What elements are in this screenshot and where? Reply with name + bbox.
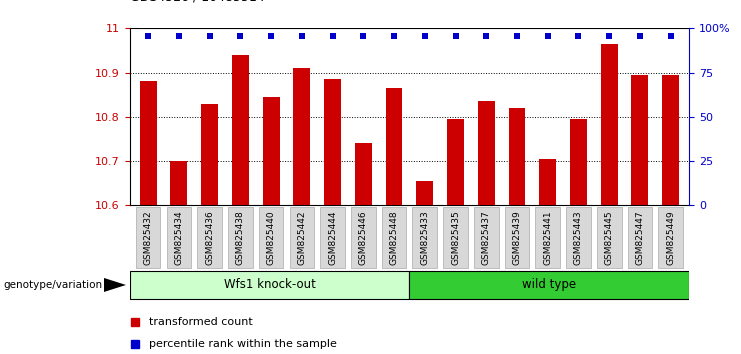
- Bar: [539, 159, 556, 205]
- Text: percentile rank within the sample: percentile rank within the sample: [149, 339, 337, 349]
- Bar: [324, 79, 341, 205]
- Text: GSM825434: GSM825434: [174, 210, 183, 265]
- Text: GSM825433: GSM825433: [420, 210, 429, 265]
- Text: GSM825443: GSM825443: [574, 210, 583, 265]
- FancyBboxPatch shape: [566, 207, 591, 268]
- FancyBboxPatch shape: [228, 207, 253, 268]
- FancyBboxPatch shape: [659, 207, 683, 268]
- Text: wild type: wild type: [522, 279, 576, 291]
- Text: GSM825438: GSM825438: [236, 210, 245, 265]
- FancyBboxPatch shape: [628, 207, 652, 268]
- FancyBboxPatch shape: [167, 207, 191, 268]
- Bar: [139, 81, 156, 205]
- Text: GSM825445: GSM825445: [605, 210, 614, 265]
- Bar: [262, 97, 279, 205]
- FancyBboxPatch shape: [290, 207, 314, 268]
- FancyBboxPatch shape: [136, 207, 160, 268]
- FancyBboxPatch shape: [413, 207, 437, 268]
- Text: GSM825442: GSM825442: [297, 210, 306, 265]
- Text: GSM825432: GSM825432: [144, 210, 153, 265]
- FancyBboxPatch shape: [320, 207, 345, 268]
- FancyBboxPatch shape: [443, 207, 468, 268]
- Bar: [478, 101, 495, 205]
- Text: genotype/variation: genotype/variation: [4, 280, 103, 290]
- Text: GSM825435: GSM825435: [451, 210, 460, 265]
- Bar: [601, 44, 618, 205]
- Text: GSM825449: GSM825449: [666, 210, 675, 265]
- Text: Wfs1 knock-out: Wfs1 knock-out: [224, 279, 316, 291]
- Text: GDS4526 / 10485514: GDS4526 / 10485514: [130, 0, 265, 4]
- Bar: [293, 68, 310, 205]
- FancyBboxPatch shape: [505, 207, 529, 268]
- FancyBboxPatch shape: [409, 271, 689, 299]
- Text: GSM825436: GSM825436: [205, 210, 214, 265]
- Bar: [570, 119, 587, 205]
- Bar: [416, 181, 433, 205]
- Bar: [201, 103, 218, 205]
- Polygon shape: [104, 278, 126, 292]
- Text: GSM825447: GSM825447: [636, 210, 645, 265]
- Bar: [170, 161, 187, 205]
- Bar: [232, 55, 249, 205]
- FancyBboxPatch shape: [259, 207, 283, 268]
- Text: GSM825437: GSM825437: [482, 210, 491, 265]
- FancyBboxPatch shape: [130, 271, 409, 299]
- Text: GSM825441: GSM825441: [543, 210, 552, 265]
- Bar: [447, 119, 464, 205]
- Bar: [631, 75, 648, 205]
- Bar: [385, 88, 402, 205]
- Text: GSM825448: GSM825448: [390, 210, 399, 265]
- Text: GSM825444: GSM825444: [328, 210, 337, 265]
- Bar: [662, 75, 679, 205]
- Text: GSM825439: GSM825439: [513, 210, 522, 265]
- Bar: [508, 108, 525, 205]
- FancyBboxPatch shape: [351, 207, 376, 268]
- FancyBboxPatch shape: [474, 207, 499, 268]
- Text: GSM825440: GSM825440: [267, 210, 276, 265]
- Text: transformed count: transformed count: [149, 317, 253, 327]
- FancyBboxPatch shape: [197, 207, 222, 268]
- FancyBboxPatch shape: [382, 207, 406, 268]
- FancyBboxPatch shape: [597, 207, 622, 268]
- FancyBboxPatch shape: [536, 207, 560, 268]
- Bar: [355, 143, 372, 205]
- Text: GSM825446: GSM825446: [359, 210, 368, 265]
